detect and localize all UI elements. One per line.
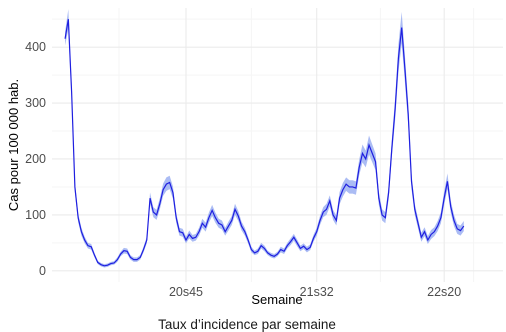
y-axis-ticks: 0 100 200 300 400 [25,40,46,278]
chart-caption: Taux d’incidence par semaine [158,317,336,332]
x-tick-label: 21s32 [300,285,334,299]
plot-panel [52,8,503,282]
x-tick-label: 22s20 [427,285,461,299]
x-axis-ticks: 20s45 21s32 22s20 [169,285,461,299]
x-tick-label: 20s45 [169,285,203,299]
y-axis-title: Cas pour 100 000 hab. [6,79,21,211]
y-tick-label: 200 [25,152,46,166]
y-tick-label: 0 [39,264,46,278]
y-tick-label: 300 [25,96,46,110]
y-tick-label: 400 [25,40,46,54]
incidence-line [64,19,465,267]
gridlines [52,8,503,282]
y-tick-label: 100 [25,208,46,222]
x-axis-title: Semaine [251,292,302,307]
